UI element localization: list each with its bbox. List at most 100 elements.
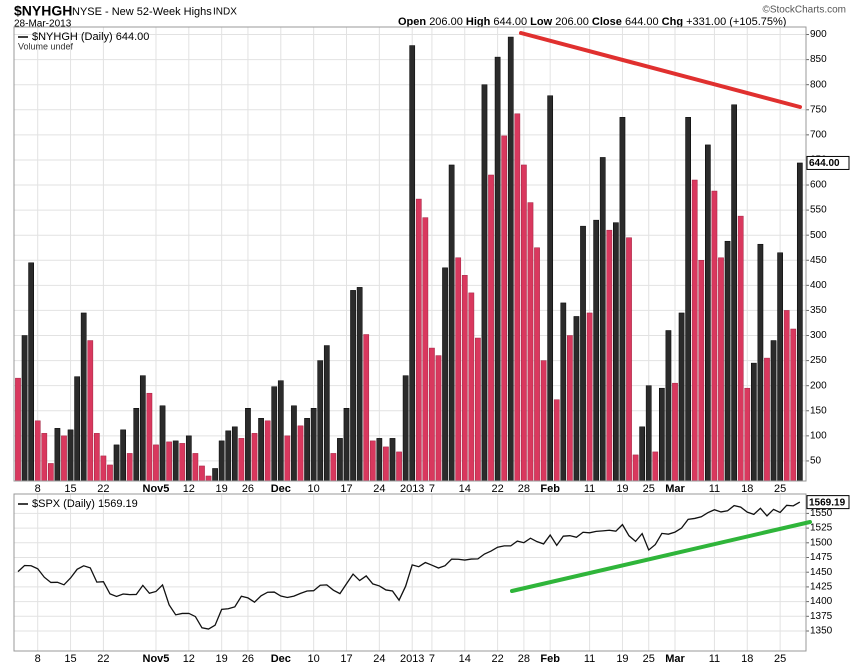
bar bbox=[218, 440, 225, 482]
bar bbox=[599, 157, 606, 482]
x-tick-label: 14 bbox=[459, 483, 471, 495]
bar bbox=[435, 355, 442, 482]
bar bbox=[659, 387, 665, 482]
y-tick-label: 550 bbox=[810, 205, 827, 216]
bar bbox=[711, 190, 718, 482]
y-tick-label: 900 bbox=[810, 29, 827, 40]
x-tick-label: 26 bbox=[242, 483, 254, 495]
bar bbox=[93, 433, 100, 482]
y-tick-label: 700 bbox=[810, 129, 827, 140]
bar bbox=[376, 438, 383, 482]
y-tick-label: 1400 bbox=[810, 596, 833, 607]
x-tick-label: Dec bbox=[271, 483, 291, 495]
legend-entry: Volume undef bbox=[18, 41, 74, 51]
x-tick-label: 15 bbox=[64, 653, 76, 665]
exchange: INDX bbox=[213, 7, 237, 18]
x-tick-label: 26 bbox=[242, 653, 254, 665]
y-tick-label: 1350 bbox=[810, 626, 833, 637]
bar bbox=[258, 418, 264, 482]
plot-frame bbox=[13, 493, 807, 652]
x-tick-label: 18 bbox=[741, 653, 753, 665]
bar bbox=[409, 45, 416, 482]
bar bbox=[41, 433, 48, 482]
x-tick-label: 28 bbox=[518, 653, 530, 665]
x-tick-label: Dec bbox=[271, 653, 291, 665]
x-tick-label: 11 bbox=[709, 483, 720, 495]
bar bbox=[179, 443, 186, 482]
bar bbox=[757, 243, 764, 482]
bar bbox=[718, 257, 724, 482]
quote-value: +331.00 (+105.75%) bbox=[686, 16, 786, 28]
bar bbox=[547, 95, 554, 482]
y-tick-label: 750 bbox=[810, 104, 827, 115]
bar bbox=[455, 257, 462, 482]
y-tick-label: 1550 bbox=[810, 508, 833, 519]
bar bbox=[521, 164, 527, 482]
bar bbox=[48, 463, 54, 482]
bar bbox=[665, 330, 672, 482]
date: 28-Mar-2013 bbox=[14, 19, 72, 30]
bar bbox=[770, 340, 777, 482]
x-tick-label: 22 bbox=[97, 653, 109, 665]
x-tick-label: Nov5 bbox=[143, 483, 170, 495]
bar bbox=[100, 455, 107, 482]
quote-value: 644.00 bbox=[625, 16, 659, 28]
bar bbox=[34, 420, 41, 482]
bar bbox=[415, 198, 422, 482]
y-tick-label: 50 bbox=[810, 456, 822, 467]
x-tick-label: 7 bbox=[429, 483, 435, 495]
bar bbox=[593, 219, 600, 482]
bar bbox=[350, 290, 356, 482]
bar bbox=[28, 262, 34, 482]
x-tick-label: 25 bbox=[774, 483, 786, 495]
x-tick-label: 19 bbox=[216, 653, 228, 665]
bar bbox=[645, 385, 652, 482]
bar bbox=[573, 316, 580, 482]
quote: Open 206.00 High 644.00 Low 206.00 Close… bbox=[398, 16, 786, 28]
last-value-box bbox=[806, 155, 850, 170]
x-tick-label: 8 bbox=[35, 653, 41, 665]
bar bbox=[494, 56, 501, 482]
bar bbox=[632, 454, 639, 482]
x-tick-label: Nov5 bbox=[143, 653, 170, 665]
x-tick-label: 11 bbox=[709, 653, 720, 665]
bar bbox=[54, 428, 61, 482]
bar bbox=[724, 240, 731, 482]
y-tick-label: 1425 bbox=[810, 582, 833, 593]
x-tick-label: 17 bbox=[340, 653, 352, 665]
bar bbox=[448, 164, 455, 482]
y-tick-label: 1500 bbox=[810, 537, 833, 548]
bar bbox=[21, 335, 28, 482]
bar bbox=[389, 438, 396, 482]
x-tick-label: 19 bbox=[616, 653, 628, 665]
x-tick-label: 14 bbox=[459, 653, 471, 665]
bar bbox=[185, 435, 192, 482]
bar bbox=[731, 104, 737, 482]
y-tick-label: 1525 bbox=[810, 523, 833, 534]
bar bbox=[192, 453, 199, 482]
bar bbox=[750, 362, 757, 482]
bar bbox=[323, 345, 330, 482]
x-tick-label: 12 bbox=[183, 483, 195, 495]
quote-label: Open bbox=[398, 16, 426, 28]
legend-entry: $SPX (Daily) 1569.19 bbox=[32, 498, 138, 510]
bar bbox=[153, 444, 159, 482]
quote-label: High bbox=[466, 16, 491, 28]
bar bbox=[534, 247, 540, 482]
bar bbox=[422, 217, 429, 482]
x-tick-label: 2013 bbox=[400, 653, 424, 665]
bar bbox=[304, 418, 310, 482]
x-tick-label: 11 bbox=[584, 653, 595, 665]
bar bbox=[461, 275, 468, 482]
x-tick-label: Mar bbox=[665, 483, 685, 495]
bar bbox=[527, 202, 534, 482]
quote-value: 206.00 bbox=[555, 16, 589, 28]
bar bbox=[61, 435, 67, 482]
bar bbox=[310, 408, 317, 482]
bar bbox=[231, 426, 238, 482]
bar bbox=[790, 328, 797, 482]
bar bbox=[245, 408, 251, 482]
bar bbox=[238, 438, 245, 482]
bar bbox=[356, 287, 363, 482]
